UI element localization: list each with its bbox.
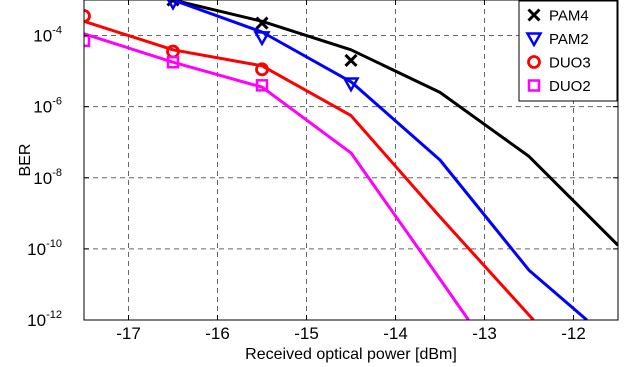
legend-marker-duo3 [527,55,541,69]
data-point-pam4 [344,53,358,68]
x-tick-label: -15 [294,324,319,343]
legend-marker-pam4 [527,8,541,22]
x-axis-title: Received optical power [dBm] [245,346,457,363]
legend-label-duo3: DUO3 [549,55,591,72]
y-tick-exponent: -10 [46,238,62,250]
data-point-pam2 [342,77,360,93]
legend-label-duo2: DUO2 [549,78,591,95]
data-point-duo2 [255,79,269,92]
series-layer [84,0,618,320]
legend-marker-pam2 [525,32,543,48]
x-tick-label: -12 [561,324,586,343]
y-axis-title: BER [17,144,34,177]
x-tick-label: -16 [205,324,230,343]
y-tick-label: 10-6 [33,96,62,117]
x-axis: -17 -16 -15 -14 -13 -12 [116,0,586,343]
y-tick-exponent: -8 [52,167,62,179]
data-point-duo2 [166,55,180,69]
data-point-pam4 [255,16,269,30]
data-point-duo3 [84,9,91,23]
y-tick-label: 10-12 [27,309,62,330]
series-pam2 [166,0,588,320]
legend-label-pam4: PAM4 [549,8,589,25]
x-tick-label: -17 [116,324,141,343]
series-line-duo2 [84,32,470,320]
y-tick-label: 10-4 [33,25,62,46]
data-point-pam2 [166,0,180,11]
data-point-duo3 [255,62,269,77]
x-tick-label: -14 [383,324,408,343]
y-tick-exponent: -4 [52,25,62,37]
y-tick-label: 10-10 [27,238,62,259]
plot-frame [83,0,619,321]
series-line-pam2 [172,0,588,320]
series-line-duo3 [84,19,535,320]
legend-label-pam2: PAM2 [549,31,589,48]
y-tick-exponent: -12 [46,309,62,321]
y-tick-exponent: -6 [52,96,62,108]
data-point-duo2 [84,34,91,48]
y-tick-label: 10-8 [33,167,62,188]
legend-marker-duo2 [527,79,541,92]
x-tick-label: -13 [472,324,497,343]
legend: PAM4 PAM2 DUO3 DUO2 [518,0,618,102]
series-line-pam4 [172,0,618,247]
data-point-pam2 [253,31,271,47]
series-duo2 [84,32,470,320]
